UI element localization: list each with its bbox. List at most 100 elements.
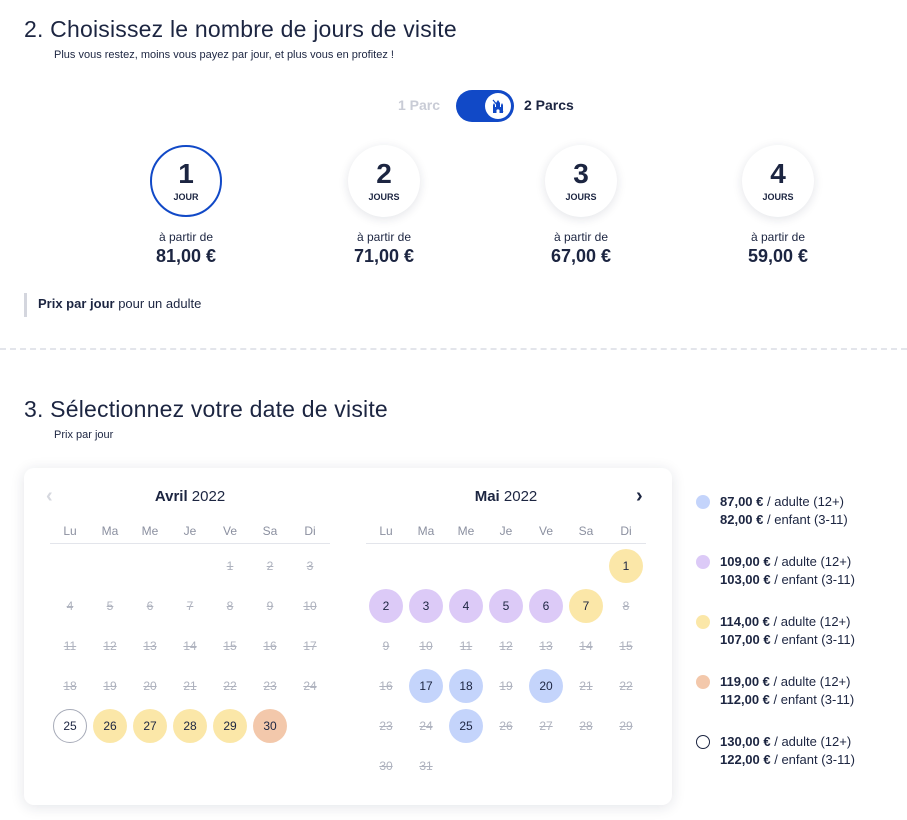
day-number: 4	[770, 158, 786, 189]
day-cell: 4	[50, 586, 90, 626]
calendar-day-unavailable: 22	[619, 679, 633, 693]
day-number: 3	[573, 158, 589, 189]
calendar-day-available[interactable]: 28	[173, 709, 207, 743]
day-circle[interactable]: 1 JOUR	[150, 145, 222, 217]
calendar-day-available[interactable]: 27	[133, 709, 167, 743]
day-cell: 14	[566, 626, 606, 666]
calendar-day-available[interactable]: 5	[489, 589, 523, 623]
day-cell: 13	[526, 626, 566, 666]
next-month-chevron-icon[interactable]: ›	[636, 485, 643, 507]
one-park-label[interactable]: 1 Parc	[398, 97, 441, 113]
weekday-label: Lu	[379, 524, 393, 538]
day-cell: 11	[50, 626, 90, 666]
calendar-day-unavailable: 3	[306, 559, 314, 573]
calendar-day-available[interactable]: 7	[569, 589, 603, 623]
day-cell: 31	[406, 746, 446, 786]
section-2-title: 2. Choisissez le nombre de jours de visi…	[24, 16, 457, 42]
calendar-day-unavailable: 7	[186, 599, 194, 613]
day-cell: 27	[130, 706, 170, 746]
section-3-title: 3. Sélectionnez votre date de visite	[24, 396, 388, 422]
empty-day-cell	[446, 546, 486, 586]
calendar-day-available[interactable]: 17	[409, 669, 443, 703]
calendar-day-unavailable: 24	[303, 679, 317, 693]
legend-child-price: 112,00 €	[720, 692, 770, 707]
park-toggle-switch[interactable]	[456, 90, 514, 122]
day-option-3[interactable]: 3 JOURS à partir de 67,00 €	[521, 145, 641, 267]
empty-day-cell	[130, 546, 170, 586]
day-cell: 21	[170, 666, 210, 706]
day-cell: 10	[406, 626, 446, 666]
two-parks-label[interactable]: 2 Parcs	[524, 97, 574, 113]
calendar-day-unavailable: 13	[539, 639, 553, 653]
legend-adult-label: / adulte (12+)	[763, 494, 844, 509]
day-unit: JOUR	[173, 192, 199, 202]
calendar-day-unavailable: 24	[419, 719, 433, 733]
day-cell: 8	[606, 586, 646, 626]
day-cell: 3	[406, 586, 446, 626]
calendar-day-unavailable: 17	[303, 639, 317, 653]
calendar-day-unavailable: 14	[183, 639, 197, 653]
legend-child-label: / enfant (3-11)	[770, 632, 855, 647]
legend-child-price: 122,00 €	[720, 752, 771, 767]
day-price: 67,00 €	[550, 246, 612, 266]
weekday-label: Ve	[538, 524, 553, 538]
park-toggle-row: 1 Parc 2 Parcs	[0, 90, 907, 122]
month-title: Mai 2022	[366, 488, 646, 506]
day-option-4[interactable]: 4 JOURS à partir de 59,00 €	[718, 145, 838, 267]
day-cell: 4	[446, 586, 486, 626]
day-circle[interactable]: 3 JOURS	[545, 145, 617, 217]
calendar-day-available[interactable]: 20	[529, 669, 563, 703]
day-cell: 25	[446, 706, 486, 746]
day-cell: 17	[290, 626, 330, 666]
calendar-day-unavailable: 6	[146, 599, 154, 613]
calendar-day-available[interactable]: 3	[409, 589, 443, 623]
calendar-day-unavailable: 21	[579, 679, 593, 693]
day-circle[interactable]: 2 JOURS	[348, 145, 420, 217]
calendar-day-available[interactable]: 4	[449, 589, 483, 623]
calendar-day-available[interactable]: 29	[213, 709, 247, 743]
day-cell: 16	[366, 666, 406, 706]
day-option-1[interactable]: 1 JOUR à partir de 81,00 €	[126, 145, 246, 267]
day-cell: 19	[486, 666, 526, 706]
calendar-day-unavailable: 19	[499, 679, 513, 693]
day-cell: 1	[606, 546, 646, 586]
calendar-day-available[interactable]: 26	[93, 709, 127, 743]
calendar-day-unavailable: 18	[63, 679, 77, 693]
calendar-day-available[interactable]: 6	[529, 589, 563, 623]
weekday-label: Lu	[63, 524, 77, 538]
day-unit: JOURS	[565, 192, 597, 202]
legend-adult-price: 130,00 €	[720, 734, 771, 749]
calendar-day-available[interactable]: 25	[449, 709, 483, 743]
day-circle[interactable]: 4 JOURS	[742, 145, 814, 217]
calendar-day-available[interactable]: 1	[609, 549, 643, 583]
calendar-day-available[interactable]: 30	[253, 709, 287, 743]
legend-item: 114,00 € / adulte (12+) 107,00 € / enfan…	[696, 613, 896, 673]
day-cell: 2	[250, 546, 290, 586]
calendar-day-available[interactable]: 18	[449, 669, 483, 703]
day-number: 1	[178, 158, 194, 189]
legend-adult-label: / adulte (12+)	[769, 614, 851, 629]
day-unit: JOURS	[368, 192, 400, 202]
empty-day-cell	[90, 546, 130, 586]
prev-month-chevron-icon[interactable]: ‹	[46, 485, 53, 507]
day-cell: 15	[606, 626, 646, 666]
calendar-day-unavailable: 12	[103, 639, 117, 653]
price-legend: 87,00 € / adulte (12+) 82,00 € / enfant …	[696, 493, 896, 793]
legend-color-dot	[696, 555, 710, 569]
calendar-day-available[interactable]: 25	[53, 709, 87, 743]
calendar-day-unavailable: 21	[183, 679, 197, 693]
calendar-day-unavailable: 2	[266, 559, 274, 573]
legend-adult-label: / adulte (12+)	[769, 674, 851, 689]
weekday-label: Me	[141, 524, 159, 538]
calendar-day-available[interactable]: 2	[369, 589, 403, 623]
empty-day-cell	[566, 546, 606, 586]
calendar-day-unavailable: 11	[63, 639, 77, 653]
calendar-day-unavailable: 15	[619, 639, 633, 653]
day-cell: 14	[170, 626, 210, 666]
day-option-2[interactable]: 2 JOURS à partir de 71,00 €	[324, 145, 444, 267]
day-cell: 2	[366, 586, 406, 626]
day-cell: 3	[290, 546, 330, 586]
weekday-label: Je	[499, 524, 513, 538]
weekday-label: Di	[304, 524, 316, 538]
price-note-rest: pour un adulte	[114, 296, 202, 311]
